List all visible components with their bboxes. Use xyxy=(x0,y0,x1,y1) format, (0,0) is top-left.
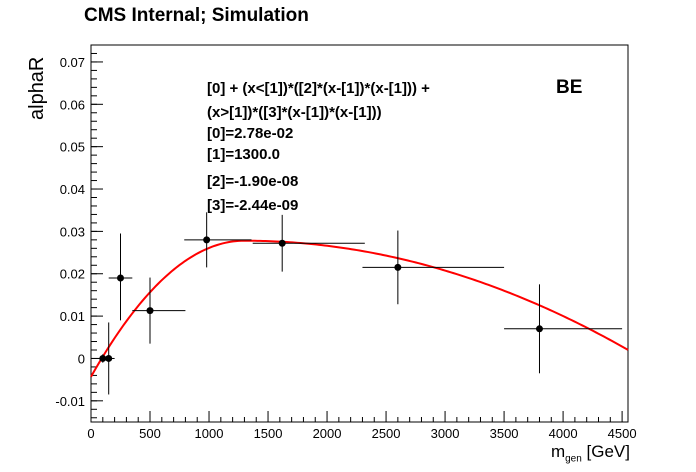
formula-line-2: (x>[1])*([3]*(x-[1])*(x-[1])) xyxy=(207,104,382,121)
data-marker xyxy=(117,274,125,282)
data-marker xyxy=(535,325,543,333)
data-points xyxy=(96,212,623,395)
x-axis-label: mgen [GeV] xyxy=(551,442,630,464)
fit-curve xyxy=(90,239,629,378)
data-marker xyxy=(394,263,402,271)
y-tick-label: 0.05 xyxy=(60,140,85,155)
y-tick-label: 0.04 xyxy=(60,182,85,197)
formula-line-1: [0] + (x<[1])*([2]*(x-[1])*(x-[1])) + xyxy=(207,80,430,97)
plot-frame xyxy=(90,44,629,423)
x-tick-label: 1000 xyxy=(195,426,224,441)
x-tick-label: 2000 xyxy=(313,426,342,441)
x-tick-label: 4000 xyxy=(549,426,578,441)
y-tick-label: 0.07 xyxy=(60,55,85,70)
x-tick-label: 3000 xyxy=(431,426,460,441)
data-point xyxy=(108,233,133,321)
data-marker xyxy=(146,307,154,315)
y-axis: -0.01 0 0.01 0.02 0.03 0.04 0.05 0.06 0.07 xyxy=(55,52,103,419)
y-tick-label: -0.01 xyxy=(55,394,85,409)
data-point xyxy=(362,230,505,305)
data-point xyxy=(184,212,252,268)
x-tick-label: 0 xyxy=(87,426,94,441)
y-tick-label: 0.03 xyxy=(60,224,85,239)
data-point xyxy=(132,277,186,344)
data-point xyxy=(102,322,115,395)
param-1-label: [1]=1300.0 xyxy=(207,146,280,163)
data-marker xyxy=(278,239,286,247)
region-label: BE xyxy=(556,77,583,98)
chart-title: CMS Internal; Simulation xyxy=(84,5,309,26)
x-axis-label-unit: [GeV] xyxy=(581,442,630,461)
data-marker xyxy=(105,354,113,362)
y-tick-label: 0.02 xyxy=(60,267,85,282)
data-point xyxy=(504,284,623,374)
y-tick-label: 0.06 xyxy=(60,97,85,112)
x-axis: 0 500 1000 1500 2000 2500 3000 3500 4000 4500 xyxy=(87,411,637,441)
y-tick-label: 0.01 xyxy=(60,309,85,324)
x-axis-label-sub: gen xyxy=(565,453,582,465)
param-3-label: [3]=-2.44e-09 xyxy=(207,197,299,214)
x-tick-label: 500 xyxy=(139,426,161,441)
param-0-label: [0]=2.78e-02 xyxy=(207,125,294,142)
x-tick-label: 1500 xyxy=(254,426,283,441)
y-tick-label: 0 xyxy=(78,351,85,366)
data-point xyxy=(252,214,365,272)
x-tick-label: 2500 xyxy=(372,426,401,441)
y-axis-label: alphaR xyxy=(26,56,48,120)
x-axis-label-main: m xyxy=(550,442,566,461)
data-marker xyxy=(203,236,211,244)
param-2-label: [2]=-1.90e-08 xyxy=(207,173,299,190)
x-tick-label: 3500 xyxy=(490,426,519,441)
x-tick-label: 4500 xyxy=(608,426,637,441)
